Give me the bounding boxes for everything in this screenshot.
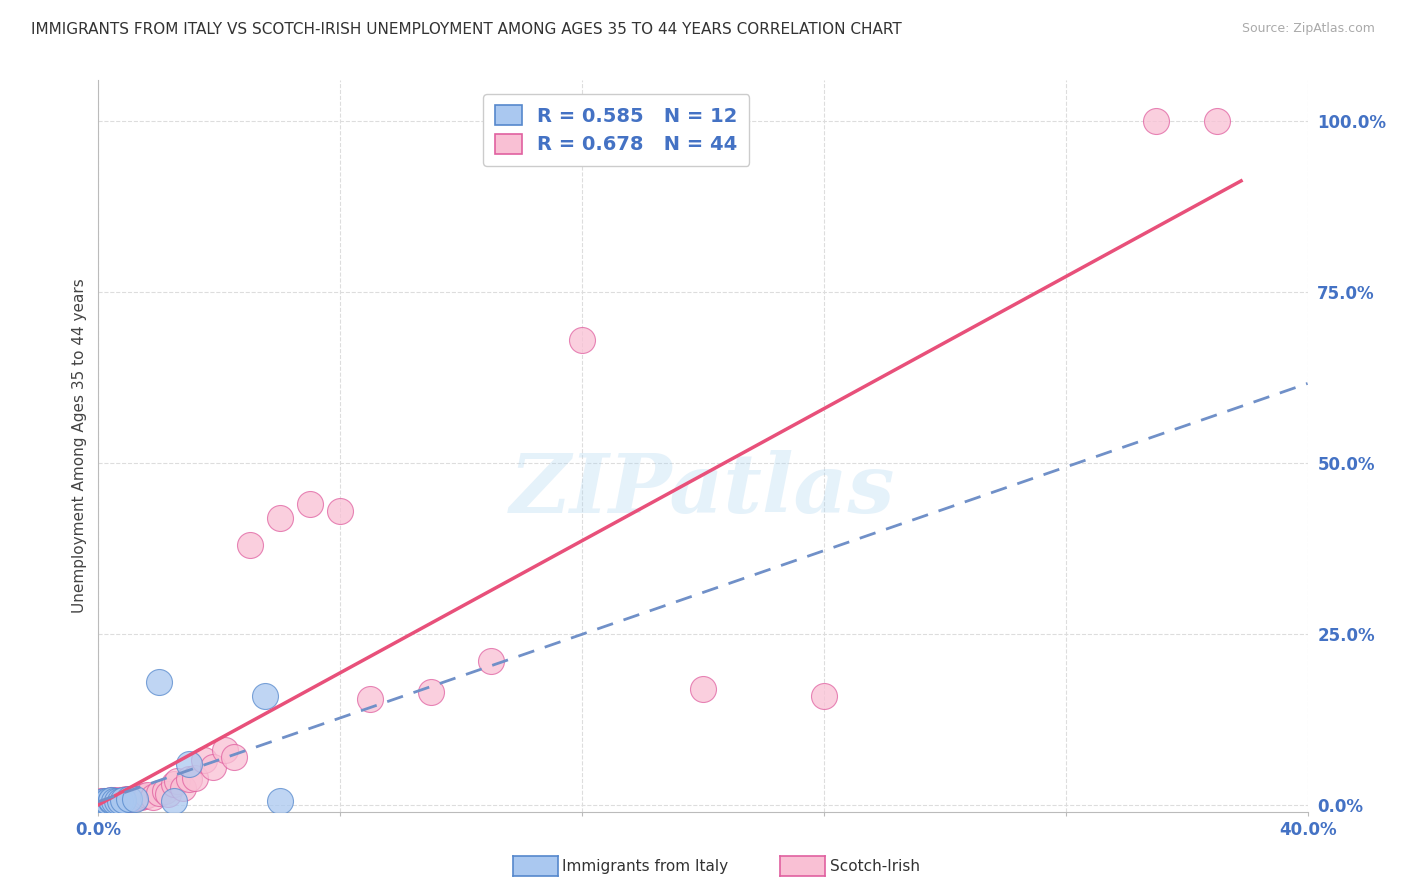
Point	[1206, 114, 1229, 128]
Point	[253, 689, 276, 703]
Point	[214, 743, 236, 757]
Point	[105, 794, 128, 808]
Text: IMMIGRANTS FROM ITALY VS SCOTCH-IRISH UNEMPLOYMENT AMONG AGES 35 TO 44 YEARS COR: IMMIGRANTS FROM ITALY VS SCOTCH-IRISH UN…	[31, 22, 901, 37]
Legend: R = 0.585   N = 12, R = 0.678   N = 44: R = 0.585 N = 12, R = 0.678 N = 44	[484, 94, 749, 166]
Point	[118, 792, 141, 806]
Point	[153, 784, 176, 798]
Point	[156, 787, 179, 801]
Point	[124, 791, 146, 805]
Text: Source: ZipAtlas.com: Source: ZipAtlas.com	[1241, 22, 1375, 36]
Point	[103, 795, 125, 809]
Point	[142, 789, 165, 804]
Point	[90, 795, 112, 809]
Text: Scotch-Irish: Scotch-Irish	[830, 859, 920, 873]
Point	[118, 791, 141, 805]
Point	[269, 795, 291, 809]
Point	[163, 795, 186, 809]
Point	[148, 674, 170, 689]
Point	[202, 760, 225, 774]
Point	[96, 794, 118, 808]
Point	[360, 692, 382, 706]
Point	[96, 794, 118, 808]
Point	[90, 795, 112, 809]
Point	[90, 797, 112, 811]
Point	[481, 654, 503, 668]
Text: ZIPatlas: ZIPatlas	[510, 450, 896, 530]
Point	[103, 793, 125, 807]
Text: Immigrants from Italy: Immigrants from Italy	[562, 859, 728, 873]
Point	[571, 333, 593, 347]
Point	[114, 792, 136, 806]
Point	[93, 794, 115, 808]
Y-axis label: Unemployment Among Ages 35 to 44 years: Unemployment Among Ages 35 to 44 years	[72, 278, 87, 614]
Point	[420, 685, 443, 699]
Point	[269, 510, 291, 524]
Point	[239, 538, 262, 552]
Point	[184, 771, 207, 785]
Point	[105, 794, 128, 808]
Point	[132, 789, 155, 803]
Point	[179, 756, 201, 771]
Point	[135, 789, 157, 803]
Point	[172, 780, 194, 795]
Point	[692, 681, 714, 696]
Point	[129, 789, 152, 804]
Point	[96, 795, 118, 809]
Point	[90, 796, 112, 810]
Point	[166, 774, 188, 789]
Point	[96, 795, 118, 809]
Point	[329, 504, 352, 518]
Point	[108, 793, 131, 807]
Point	[224, 750, 246, 764]
Point	[299, 497, 322, 511]
Point	[93, 795, 115, 809]
Point	[111, 794, 134, 808]
Point	[148, 786, 170, 800]
Point	[1144, 114, 1167, 128]
Point	[124, 791, 146, 805]
Point	[179, 772, 201, 786]
Point	[193, 754, 215, 768]
Point	[100, 795, 122, 809]
Point	[163, 777, 186, 791]
Point	[108, 794, 131, 808]
Point	[93, 796, 115, 810]
Point	[103, 795, 125, 809]
Point	[111, 793, 134, 807]
Point	[813, 689, 835, 703]
Point	[100, 793, 122, 807]
Point	[100, 793, 122, 807]
Point	[100, 795, 122, 809]
Point	[93, 794, 115, 808]
